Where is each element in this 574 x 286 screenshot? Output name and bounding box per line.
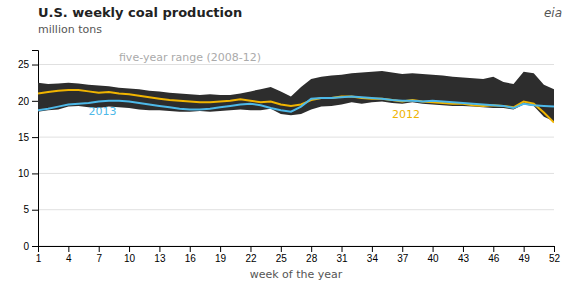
- tick: 0: [23, 241, 38, 252]
- tick: 34: [367, 246, 379, 264]
- tick-mark: [32, 246, 38, 247]
- tick: 28: [306, 246, 318, 264]
- x-axis-title: week of the year: [250, 268, 343, 281]
- tick-mark: [68, 246, 69, 252]
- title: U.S. weekly coal production: [38, 5, 242, 20]
- annotation: five-year range (2008-12): [119, 51, 261, 64]
- tick-mark: [32, 210, 38, 211]
- tick-label: 40: [428, 253, 440, 264]
- tick: 52: [549, 246, 561, 264]
- grid-line: [38, 137, 554, 138]
- tick: 15: [18, 132, 38, 143]
- tick-label: 5: [23, 204, 29, 215]
- tick-mark: [220, 246, 221, 252]
- tick: 10: [124, 246, 136, 264]
- tick-mark: [129, 246, 130, 252]
- tick-label: 49: [519, 253, 531, 264]
- grid: [38, 65, 554, 246]
- tick-mark: [402, 246, 403, 252]
- grid-line: [38, 209, 554, 210]
- tick-mark: [372, 246, 373, 252]
- tick-label: 13: [154, 253, 166, 264]
- subtitle: million tons: [38, 23, 102, 36]
- tick: 25: [276, 246, 288, 264]
- tick-mark: [281, 246, 282, 252]
- tick: 46: [488, 246, 500, 264]
- tick-mark: [250, 246, 251, 252]
- tick-mark: [99, 246, 100, 252]
- tick-mark: [32, 173, 38, 174]
- tick-label: 1: [36, 253, 42, 264]
- tick-mark: [554, 246, 555, 252]
- range-area: [38, 71, 554, 121]
- tick-mark: [32, 137, 38, 138]
- tick-label: 46: [488, 253, 500, 264]
- tick-label: 0: [23, 241, 29, 252]
- axis-line: [39, 247, 555, 253]
- chart: U.S. weekly coal production million tons 1…: [0, 0, 574, 286]
- tick-mark: [342, 246, 343, 252]
- tick: 10: [18, 168, 38, 179]
- line: [38, 90, 554, 123]
- tick-label: 4: [66, 253, 72, 264]
- tick-mark: [493, 246, 494, 252]
- grid-line: [38, 64, 554, 65]
- tick-label: 15: [18, 132, 30, 143]
- tick-label: 28: [306, 253, 318, 264]
- tick-label: 37: [397, 253, 409, 264]
- axis-line: [32, 51, 39, 247]
- y-axis: 0 5 10 15 20 25: [18, 51, 39, 252]
- tick-label: 34: [367, 253, 379, 264]
- tick-mark: [311, 246, 312, 252]
- tick-mark: [524, 246, 525, 252]
- tick-mark: [32, 101, 38, 102]
- tick-mark: [463, 246, 464, 252]
- tick-label: 16: [185, 253, 197, 264]
- tick-label: 20: [18, 96, 30, 107]
- logo-text: eia: [544, 6, 562, 20]
- tick-mark: [32, 65, 38, 66]
- tick: 49: [519, 246, 531, 264]
- tick-mark: [433, 246, 434, 252]
- tick: 25: [18, 59, 38, 70]
- marks: [38, 71, 554, 123]
- tick: 16: [185, 246, 197, 264]
- tick: 7: [96, 246, 102, 264]
- tick: 5: [23, 204, 38, 215]
- tick-label: 10: [124, 253, 136, 264]
- tick: 43: [458, 246, 470, 264]
- tick: 22: [245, 246, 257, 264]
- tick-label: 31: [336, 253, 348, 264]
- tick-mark: [190, 246, 191, 252]
- grid-line: [38, 173, 554, 174]
- tick-mark: [159, 246, 160, 252]
- tick-label: 52: [549, 253, 561, 264]
- tick: 20: [18, 96, 38, 107]
- tick-label: 19: [215, 253, 227, 264]
- annotation: 2012: [392, 108, 420, 121]
- tick: 40: [428, 246, 440, 264]
- tick: 31: [336, 246, 348, 264]
- tick-label: 22: [245, 253, 257, 264]
- tick-label: 7: [96, 253, 102, 264]
- tick: 13: [154, 246, 166, 264]
- tick: 19: [215, 246, 227, 264]
- plot: 1 4 7 10 13 16 19 22 25 28 31 34 37 40 43 46 49 52 0 5 10 15 2…: [18, 51, 561, 282]
- tick-label: 43: [458, 253, 470, 264]
- tick-label: 10: [18, 168, 30, 179]
- tick-label: 25: [18, 59, 30, 70]
- tick: 4: [66, 246, 72, 264]
- x-axis: 1 4 7 10 13 16 19 22 25 28 31 34 37 40 43 46 49 52: [36, 246, 561, 264]
- annotation: 2013: [89, 105, 117, 118]
- tick: 37: [397, 246, 409, 264]
- tick: 1: [36, 246, 42, 264]
- tick-label: 25: [276, 253, 288, 264]
